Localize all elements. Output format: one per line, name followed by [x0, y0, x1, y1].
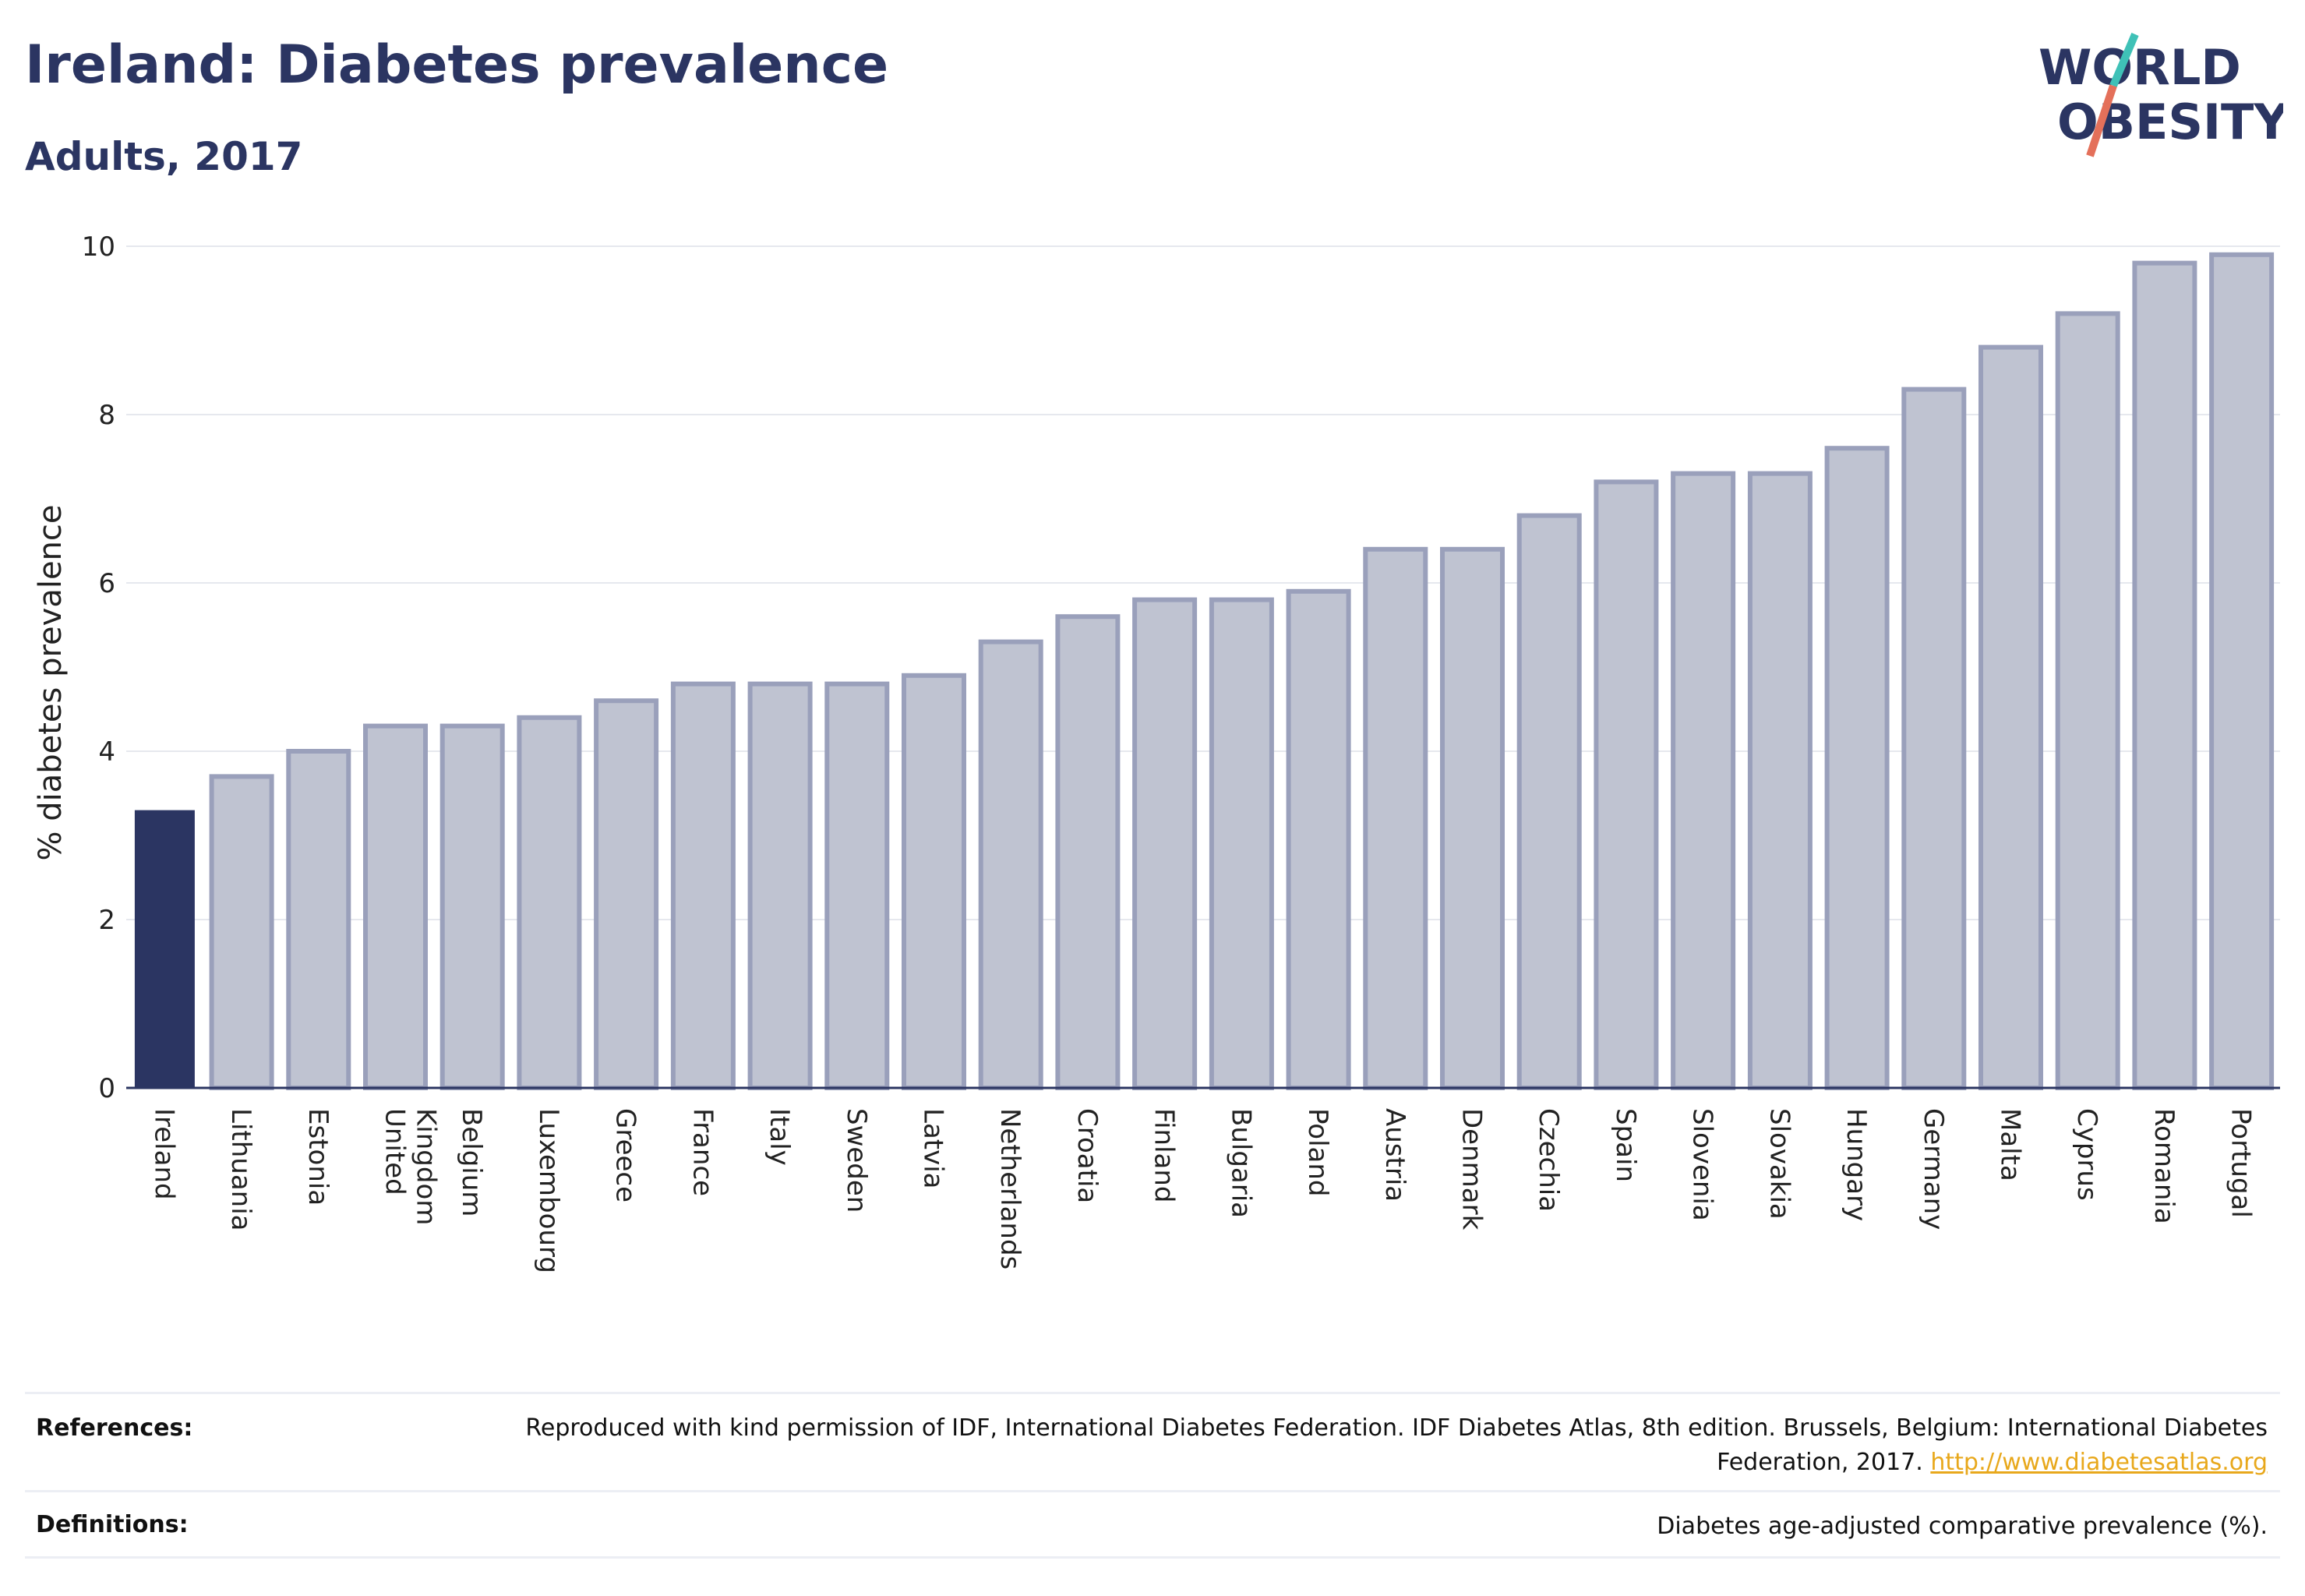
x-tick-label: Cyprus: [2071, 1108, 2102, 1201]
references-link[interactable]: http://www.diabetesatlas.org: [1930, 1449, 2268, 1476]
references-text: Reproduced with kind permission of IDF, …: [525, 1414, 2268, 1476]
bar-finland: [1132, 597, 1198, 1090]
bar-austria: [1363, 546, 1428, 1090]
bar-luxembourg: [517, 715, 582, 1090]
logo-slash-coral: [2086, 84, 2117, 157]
x-tick-label: Romania: [2148, 1108, 2180, 1224]
definitions-section: Definitions: Diabetes age-adjusted compa…: [25, 1490, 2280, 1559]
logo-slash-teal: [2109, 33, 2139, 87]
x-tick-label: Netherlands: [994, 1108, 1025, 1269]
bar-united-kingdom: [363, 723, 428, 1090]
bar-poland: [1286, 588, 1351, 1090]
bar-portugal: [2209, 252, 2275, 1090]
bar-spain: [1594, 479, 1659, 1090]
bar-sweden: [824, 681, 890, 1090]
x-tick-label: Slovenia: [1687, 1108, 1718, 1221]
x-tick-label: Portugal: [2226, 1108, 2257, 1218]
references-label: References:: [36, 1414, 193, 1442]
x-tick-label: Greece: [610, 1108, 641, 1202]
definitions-label: Definitions:: [36, 1511, 189, 1538]
references-section: References: Reproduced with kind permiss…: [25, 1392, 2280, 1491]
bar-italy: [747, 681, 813, 1090]
y-axis-ticks: 0 2 4 6 8 10: [82, 231, 115, 1104]
x-tick-label: Spain: [1610, 1108, 1641, 1182]
bar-cyprus: [2055, 311, 2120, 1090]
definitions-text: Diabetes age-adjusted comparative preval…: [1657, 1513, 2268, 1540]
bar-romania: [2132, 260, 2197, 1091]
x-axis-ticks: Ireland Lithuania Estonia UnitedKingdom Belg…: [148, 1108, 2256, 1273]
x-tick-label: Bulgaria: [1225, 1108, 1256, 1218]
x-tick-label: Latvia: [918, 1108, 949, 1189]
x-tick-label: Croatia: [1071, 1108, 1103, 1203]
y-tick-label: 2: [98, 905, 115, 936]
bar-czechia: [1516, 513, 1582, 1090]
x-tick-label: Estonia: [302, 1108, 334, 1206]
bar-latvia: [902, 673, 966, 1090]
x-tick-label: Luxembourg: [533, 1108, 564, 1273]
bar-belgium: [439, 723, 505, 1090]
y-tick-label: 0: [98, 1073, 115, 1104]
bar-estonia: [286, 749, 351, 1090]
bar-hungary: [1824, 446, 1890, 1090]
x-tick-label: Sweden: [841, 1108, 872, 1213]
x-tick-label: Lithuania: [225, 1108, 256, 1231]
y-tick-label: 10: [82, 231, 115, 263]
bar-germany: [1901, 387, 1967, 1091]
x-tick-label: Belgium: [456, 1108, 487, 1216]
y-axis-label: % diabetes prevalence: [33, 504, 69, 860]
page-title: Ireland: Diabetes prevalence: [25, 34, 889, 96]
bar-slovenia: [1671, 471, 1736, 1090]
x-tick-label: Finland: [1149, 1108, 1180, 1203]
x-tick-label: Ireland: [148, 1108, 179, 1200]
y-tick-label: 8: [98, 400, 115, 431]
bar-netherlands: [978, 639, 1043, 1090]
x-tick-label: France: [687, 1108, 718, 1196]
bar-lithuania: [209, 774, 274, 1091]
x-tick-label: Italy: [764, 1108, 795, 1166]
references-body: Reproduced with kind permission of IDF, …: [475, 1411, 2268, 1480]
x-tick-label: Slovakia: [1763, 1108, 1795, 1220]
bar-malta: [1978, 344, 2043, 1091]
x-tick-label: Germany: [1918, 1108, 1949, 1230]
bar-chart: 0 2 4 6 8 10 Ireland Lithuania Estonia UnitedKin…: [33, 231, 2280, 1273]
bar-france: [670, 681, 736, 1090]
x-tick-label: Czechia: [1533, 1108, 1564, 1212]
x-tick-label: Poland: [1302, 1108, 1333, 1197]
bar-greece: [594, 698, 659, 1090]
x-tick-label: Denmark: [1456, 1108, 1488, 1231]
bars: [134, 252, 2275, 1091]
bar-croatia: [1055, 614, 1121, 1090]
x-tick-label: Austria: [1379, 1108, 1410, 1202]
logo-line-world: WORLD: [2038, 39, 2241, 96]
bar-bulgaria: [1209, 597, 1274, 1090]
bar-ireland: [134, 810, 195, 1088]
bar-denmark: [1440, 546, 1505, 1090]
x-tick-label: Hungary: [1841, 1108, 1872, 1221]
page-subtitle: Adults, 2017: [25, 134, 303, 179]
bar-slovakia: [1747, 471, 1813, 1090]
y-tick-label: 6: [98, 568, 115, 599]
world-obesity-logo: WORLD OBESITY: [2038, 33, 2283, 157]
y-tick-label: 4: [98, 736, 115, 768]
x-tick-label: UnitedKingdom: [379, 1108, 442, 1225]
x-tick-label: Malta: [1995, 1108, 2026, 1181]
